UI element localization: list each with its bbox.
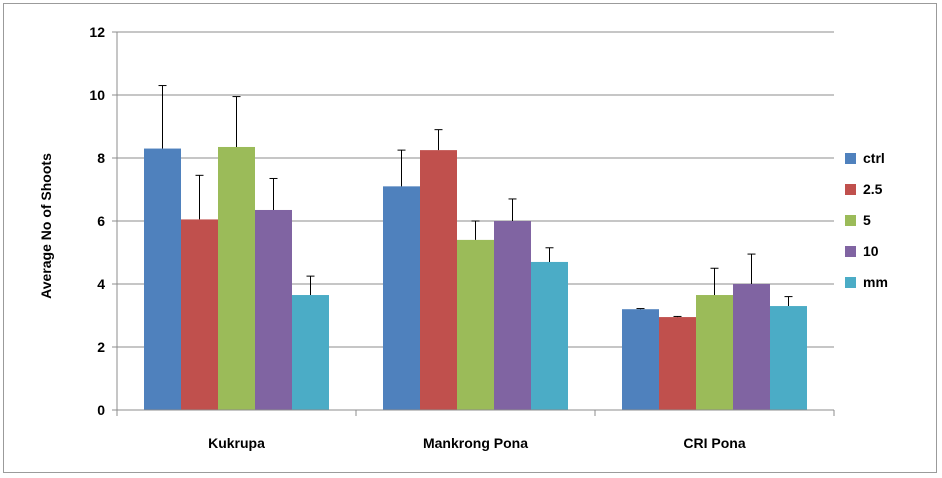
- bar-mm-mankrong-pona: [531, 261, 568, 410]
- y-tick-label: 2: [97, 339, 105, 355]
- bar-5-kukrupa: [218, 146, 255, 410]
- y-tick-label: 8: [97, 150, 105, 166]
- x-category-label: Mankrong Pona: [423, 435, 528, 451]
- x-category-labels: Kukrupa Mankrong Pona CRI Pona: [208, 435, 746, 451]
- y-tick-label: 12: [89, 24, 105, 40]
- y-tick-label: 0: [97, 402, 105, 418]
- legend-label-ctrl: ctrl: [863, 150, 885, 166]
- bar-ctrl-kukrupa: [144, 148, 181, 411]
- x-category-label: CRI Pona: [683, 435, 745, 451]
- bar-10-kukrupa: [255, 209, 292, 410]
- bar-10-cri-pona: [733, 284, 770, 410]
- bar-mm-kukrupa: [292, 295, 329, 410]
- bar-chart: 0 2 4 6 8 10 12 Kukrupa Mankrong Pona CRI Pona A…: [38, 24, 888, 451]
- legend-label-mm: mm: [863, 274, 888, 290]
- legend-swatch-2.5: [845, 184, 856, 195]
- y-tick-labels: 0 2 4 6 8 10 12: [89, 24, 105, 418]
- bar-2.5-kukrupa: [181, 219, 218, 410]
- legend-swatch-mm: [845, 277, 856, 288]
- legend-label-2.5: 2.5: [863, 181, 883, 197]
- bar-5-cri-pona: [696, 295, 733, 410]
- legend-label-10: 10: [863, 243, 879, 259]
- bar-10-mankrong-pona: [494, 221, 531, 410]
- y-tick-label: 4: [97, 276, 105, 292]
- chart-frame: 0 2 4 6 8 10 12 Kukrupa Mankrong Pona CRI Pona A…: [3, 3, 937, 473]
- legend-label-5: 5: [863, 212, 871, 228]
- y-axis-title: Average No of Shoots: [38, 153, 54, 299]
- error-bars: [158, 85, 793, 318]
- bars: [144, 146, 807, 411]
- bar-2.5-mankrong-pona: [420, 150, 457, 410]
- y-tick-label: 6: [97, 213, 105, 229]
- bar-5-mankrong-pona: [457, 239, 494, 410]
- x-category-label: Kukrupa: [208, 435, 265, 451]
- bar-ctrl-mankrong-pona: [383, 186, 420, 410]
- legend-swatch-5: [845, 215, 856, 226]
- legend: ctrl 2.5 5 10 mm: [845, 150, 888, 290]
- bar-ctrl-cri-pona: [622, 309, 659, 410]
- bar-2.5-cri-pona: [659, 317, 696, 410]
- bar-mm-cri-pona: [770, 306, 807, 410]
- legend-swatch-10: [845, 246, 856, 257]
- axes: [112, 31, 835, 416]
- y-tick-label: 10: [89, 87, 105, 103]
- legend-swatch-ctrl: [845, 153, 856, 164]
